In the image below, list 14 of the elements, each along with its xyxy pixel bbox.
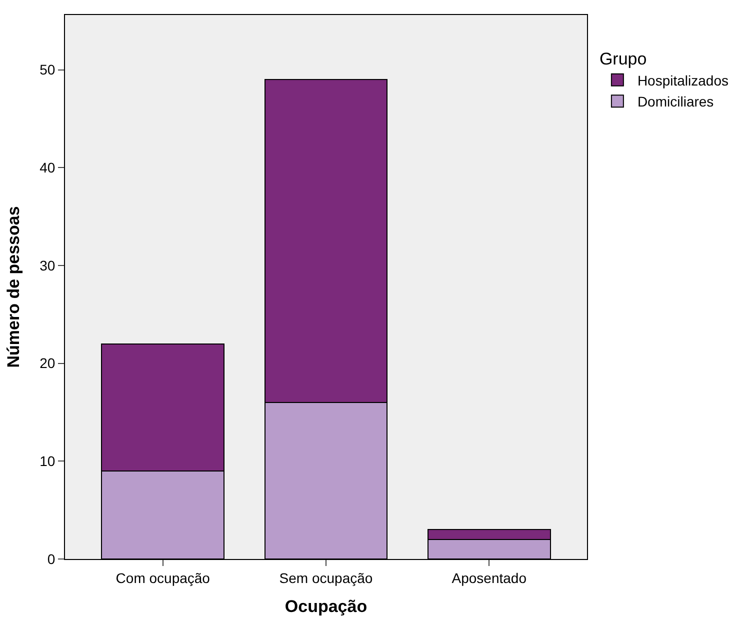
y-axis-title: Número de pessoas: [4, 206, 24, 368]
legend-label: Domiciliares: [637, 94, 714, 110]
y-tick-label: 30: [40, 257, 56, 274]
x-axis-title: Ocupação: [284, 597, 368, 616]
x-tick-label: Com ocupação: [116, 570, 210, 586]
y-tick-label: 10: [40, 453, 56, 470]
y-tick-label: 40: [40, 160, 56, 176]
x-tick-label: Aposentado: [452, 570, 527, 586]
legend-title: Grupo: [599, 49, 647, 68]
y-tick-label: 50: [40, 62, 56, 78]
x-tick-label: Sem ocupação: [279, 570, 373, 586]
y-tick-label: 0: [47, 550, 56, 567]
y-tick-label: 20: [40, 355, 56, 372]
legend-label: Hospitalizados: [637, 72, 729, 88]
